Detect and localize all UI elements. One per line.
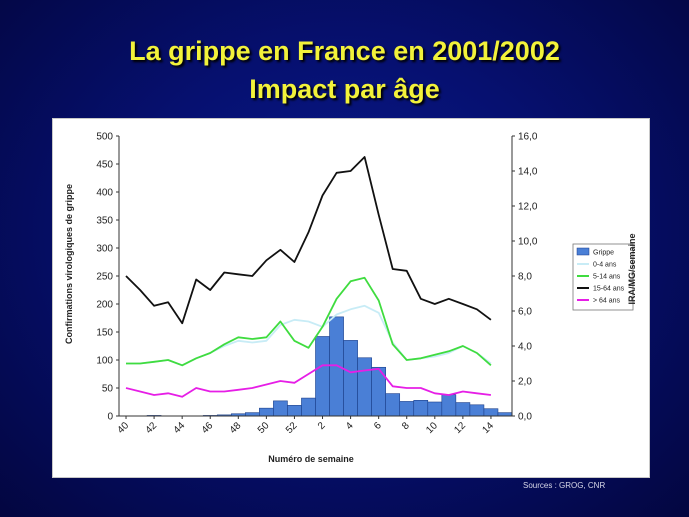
y-right-tick-label: 8,0 [518,272,532,283]
grippe-bar [245,412,260,417]
y-right-tick-label: 0,0 [518,412,532,423]
y-axis-right-title: IRA/MG/semaine [627,233,637,304]
y-left-tick-label: 400 [96,188,113,199]
grippe-bar [259,407,274,417]
x-tick-label: 12 [452,420,468,436]
grippe-bar [301,397,316,417]
x-tick-label: 46 [200,420,216,436]
x-tick-label: 4 [344,420,356,432]
x-tick-label: 44 [172,420,188,436]
grippe-bar [413,400,429,417]
grippe-bar [385,393,401,417]
grippe-bar [399,401,415,417]
y-left-tick-label: 250 [96,272,113,283]
grippe-bar [357,357,372,417]
sources-note: Sources : GROG, CNR [523,481,606,490]
grippe-bar [441,394,457,417]
legend-label: 5-14 ans [593,274,621,281]
y-left-tick-label: 300 [96,244,113,255]
y-right-tick-label: 10,0 [518,237,538,248]
chart-panel: 0 50 100 150 200 250 300 350 400 450 500 0,0 2,0 4,0 6… [52,118,650,478]
legend-label: > 64 ans [593,298,621,305]
grippe-bar [427,401,443,417]
slide-title: La grippe en France en 2001/2002 [129,36,560,66]
x-tick-label: 10 [424,420,440,436]
y-left-tick-label: 150 [96,328,113,339]
series-line-15-64-ans [125,156,492,325]
y-left-tick-label: 0 [107,412,113,423]
x-tick-label: 52 [284,420,300,436]
x-tick-label: 50 [256,420,272,436]
legend-swatch-bar [576,247,590,256]
grippe-bar [455,402,471,417]
grippe-bar [469,404,485,417]
grippe-bar [483,408,499,417]
legend-label: 15-64 ans [593,286,625,293]
grippe-bar [497,412,513,417]
x-axis-title: Numéro de semaine [268,454,354,464]
x-tick-label: 8 [400,420,412,432]
grippe-bar [329,316,344,417]
y-left-tick-label: 350 [96,216,113,227]
legend-label: 0-4 ans [593,262,617,269]
y-axis-left-title: Confirmations virologiques de grippe [64,184,74,344]
y-left-tick-label: 50 [102,384,114,395]
chart-axes: 0501001502002503003504004505000,02,04,06… [96,132,538,436]
y-right-tick-label: 4,0 [518,342,532,353]
series-line-64-ans [125,364,492,398]
x-tick-label: 40 [115,420,131,436]
y-right-tick-label: 6,0 [518,307,532,318]
grippe-bar [273,400,288,417]
y-left-tick-label: 450 [96,160,113,171]
x-tick-label: 6 [372,420,384,432]
series-line-0-4-ans [126,304,492,367]
y-left-tick-label: 100 [96,356,113,367]
y-right-tick-label: 2,0 [518,377,532,388]
chart: 0501001502002503003504004505000,02,04,06… [64,132,637,465]
chart-legend: Grippe 0-4 ans 5-14 ans 15-64 ans > 64 ans [572,243,634,311]
slide-subtitle: Impact par âge [249,74,440,104]
x-tick-label: 2 [316,420,328,432]
series-line-5-14-ans [126,276,492,367]
legend-label: Grippe [593,250,614,257]
y-right-tick-label: 16,0 [518,132,538,143]
y-right-tick-label: 12,0 [518,202,538,213]
y-right-tick-label: 14,0 [518,167,538,178]
x-tick-label: 48 [228,420,244,436]
y-left-tick-label: 200 [96,300,113,311]
x-tick-label: 14 [480,420,496,436]
age-series-lines [125,156,492,398]
grippe-bar [315,336,330,417]
x-tick-label: 42 [144,420,160,436]
grippe-bar [343,340,358,417]
grippe-bar [287,405,302,417]
grippe-bars [146,316,513,417]
y-left-tick-label: 500 [96,132,113,143]
